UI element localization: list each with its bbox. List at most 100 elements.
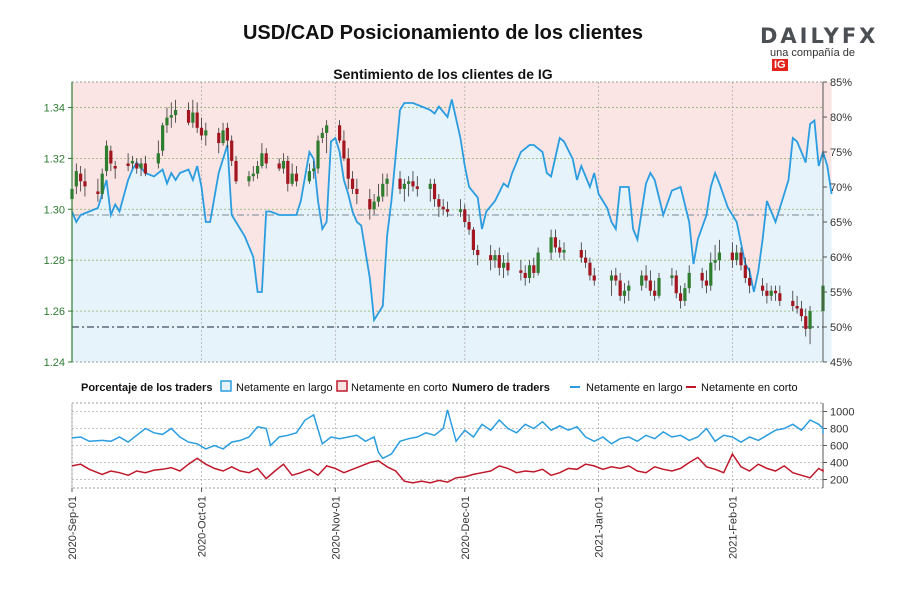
candle-body [683, 288, 687, 301]
candle-body [441, 206, 445, 210]
candle-body [657, 278, 661, 296]
candle-body [74, 171, 78, 187]
candle-body [760, 285, 765, 291]
price-sentiment-panel: 1.24 1.26 1.28 1.30 1.32 1.34 45% 50% 55% 60% 65% 7… [44, 77, 853, 369]
price-tick-label: 1.28 [44, 255, 65, 267]
candle-body [678, 293, 683, 301]
candle-body [739, 252, 743, 266]
candle-body [191, 112, 195, 123]
candle-body [609, 275, 614, 281]
candle-body [346, 158, 350, 179]
candle-body [489, 255, 493, 261]
legend-pct-short-swatch [336, 380, 348, 392]
candle-body [355, 188, 359, 194]
pct-tick-label: 70% [830, 182, 852, 194]
x-tick-label: 2021-Jan-01 [594, 496, 606, 558]
legend-pct-long-swatch [220, 380, 232, 392]
candle-body [674, 275, 678, 294]
candle-body [234, 160, 238, 182]
candle-body [622, 290, 627, 296]
pct-tick-label: 85% [830, 77, 852, 89]
pct-tick-label: 45% [830, 357, 852, 369]
legend-pct-short-label: Netamente en corto [351, 382, 448, 394]
candle-body [527, 265, 532, 278]
legend-num-long-label: Netamente en largo [586, 382, 683, 394]
x-tick-label: 2020-Dec-01 [460, 496, 472, 560]
candle-body [372, 201, 376, 210]
candle-body [502, 262, 506, 268]
candle-body [653, 290, 657, 296]
x-tick-label: 2021-Feb-01 [727, 496, 739, 559]
long-count-line [71, 409, 824, 460]
candle-body [808, 311, 812, 329]
count-tick-label: 600 [830, 441, 848, 453]
page-title: USD/CAD Posicionamiento de los clientes [242, 22, 644, 44]
candle-body [342, 140, 346, 159]
candle-body [463, 209, 467, 222]
candle-body [748, 278, 752, 286]
trader-count-panel: 200 400 600 800 1000 [71, 402, 854, 489]
candle-body [558, 247, 562, 253]
candle-body [584, 257, 588, 263]
candle-body [471, 229, 475, 250]
candle-body [230, 140, 234, 161]
candle-body [100, 173, 104, 194]
legend-pct-title: Porcentaje de los traders [81, 382, 212, 394]
price-tick-label: 1.30 [44, 204, 65, 216]
price-tick-label: 1.34 [44, 102, 65, 114]
candle-body [743, 265, 747, 278]
candle-body [553, 237, 558, 248]
candle-body [519, 270, 523, 273]
candle-body [247, 176, 251, 182]
candle-body [79, 173, 83, 182]
candle-body [735, 252, 739, 261]
candle-body [532, 265, 536, 273]
count-tick-label: 1000 [830, 407, 854, 419]
candle-body [506, 262, 510, 271]
candle-body [83, 181, 87, 187]
candle-body [204, 130, 208, 136]
candle-body [290, 173, 294, 184]
candle-body [376, 196, 381, 202]
brand-name: DAILYFX [760, 24, 879, 48]
count-tick-label: 800 [830, 424, 848, 436]
candle-body [799, 308, 804, 317]
brand-tagline: una compañía de IG [770, 47, 870, 71]
x-axis: 2020-Sep-01 2020-Oct-01 2020-Nov-01 2020-De… [67, 488, 739, 560]
candle-body [385, 178, 389, 184]
candle-body [717, 252, 722, 261]
candle-body [523, 272, 527, 278]
candle-body [126, 163, 130, 166]
pct-tick-label: 75% [830, 147, 852, 159]
candle-body [709, 262, 713, 286]
candle-body [96, 191, 100, 194]
candle-body [407, 181, 411, 184]
candle-body [350, 178, 355, 189]
dailyfx-logo[interactable]: DAILYFX una compañía de IG [760, 24, 879, 71]
candle-body [337, 125, 342, 141]
candle-body [398, 178, 402, 189]
candle-body [467, 222, 471, 230]
candle-body [135, 163, 139, 169]
candle-body [648, 280, 652, 291]
candle-body [588, 262, 592, 276]
candle-body [320, 132, 324, 138]
candle-body [173, 110, 178, 116]
candle-body [156, 153, 160, 164]
candle-body [113, 166, 117, 169]
candle-body [458, 209, 463, 212]
price-tick-label: 1.24 [44, 357, 65, 369]
candle-body [251, 173, 255, 177]
candle-body [316, 140, 320, 169]
candle-body [294, 173, 299, 182]
candle-body [579, 250, 583, 258]
legend-pct-long-label: Netamente en largo [236, 382, 333, 394]
candle-body [199, 127, 204, 136]
candle-body [445, 209, 450, 212]
candle-body [169, 115, 173, 118]
pct-tick-label: 65% [830, 217, 852, 229]
candle-body [217, 132, 221, 144]
candle-body [497, 255, 501, 268]
candle-body [415, 186, 419, 189]
legend-num-short-label: Netamente en corto [701, 382, 798, 394]
